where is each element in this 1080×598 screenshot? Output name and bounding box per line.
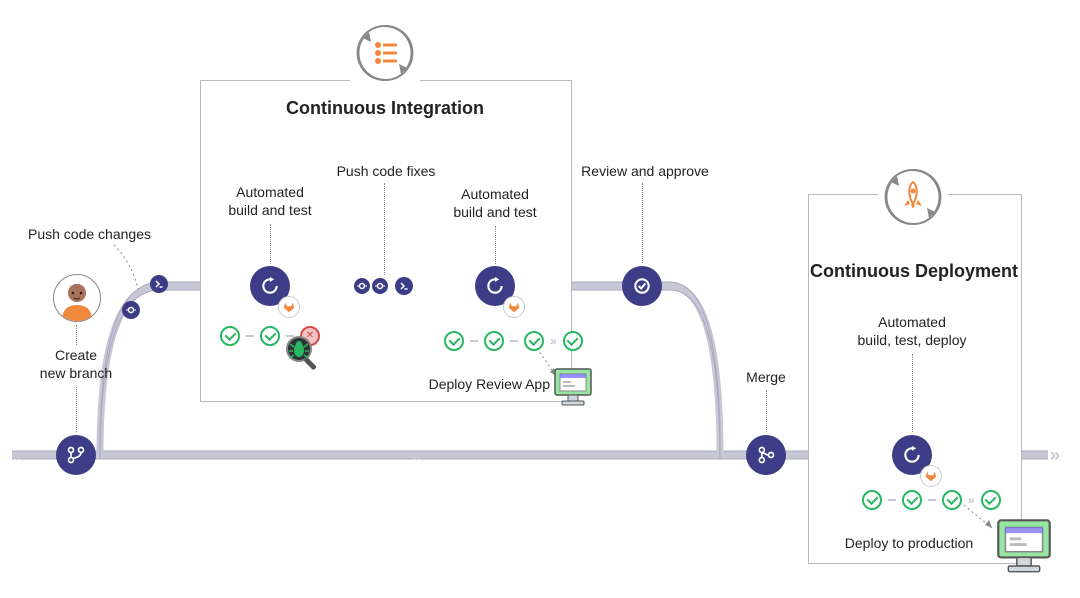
flow-chevron: »	[1050, 445, 1056, 466]
node-commit	[372, 278, 388, 294]
label-deploy-review: Deploy Review App	[400, 376, 550, 394]
label-review-approve: Review and approve	[560, 163, 730, 181]
ci-title: Continuous Integration	[200, 98, 570, 119]
label-create-branch: Createnew branch	[22, 347, 130, 382]
node-commit	[122, 301, 140, 319]
label-deploy-prod: Deploy to production	[824, 535, 994, 553]
label-push-fixes: Push code fixes	[316, 163, 456, 181]
node-create-branch	[56, 435, 96, 475]
dotted-connector	[495, 226, 496, 264]
cd-header-icon	[878, 162, 948, 232]
ci-section-box	[200, 80, 572, 402]
review-app-computer-icon	[552, 366, 594, 413]
gitlab-icon	[503, 296, 525, 318]
dotted-connector	[270, 224, 271, 264]
dotted-connector	[912, 354, 913, 432]
label-auto-build-test-1: Automatedbuild and test	[212, 184, 328, 219]
cd-title: Continuous Deployment	[808, 261, 1020, 282]
node-merge	[746, 435, 786, 475]
label-auto-build-test-2: Automatedbuild and test	[437, 186, 553, 221]
production-computer-icon	[994, 516, 1054, 581]
pipeline-status-2: »	[444, 331, 583, 351]
ci-header-icon	[350, 18, 420, 88]
diagram-stage: » » » Continuous Integration	[0, 0, 1080, 598]
label-auto-build-test-deploy: Automatedbuild, test, deploy	[832, 314, 992, 349]
flow-chevron: »	[13, 445, 19, 466]
gitlab-icon	[920, 465, 942, 487]
gitlab-icon	[278, 296, 300, 318]
dotted-connector	[642, 183, 643, 263]
dotted-connector	[76, 387, 77, 432]
node-terminal	[150, 275, 168, 293]
flow-chevron: »	[413, 445, 419, 466]
user-avatar	[53, 274, 101, 322]
node-terminal	[395, 277, 413, 295]
dotted-connector	[76, 325, 77, 345]
bug-magnifier-icon	[284, 334, 324, 379]
dotted-connector	[384, 183, 385, 275]
label-push-changes: Push code changes	[28, 226, 198, 244]
pipeline-status-3: »	[862, 490, 1001, 510]
dotted-connector	[766, 390, 767, 432]
dotted-connector	[112, 243, 152, 293]
node-commit	[354, 278, 370, 294]
node-review-approve	[622, 266, 662, 306]
label-merge: Merge	[736, 369, 796, 387]
